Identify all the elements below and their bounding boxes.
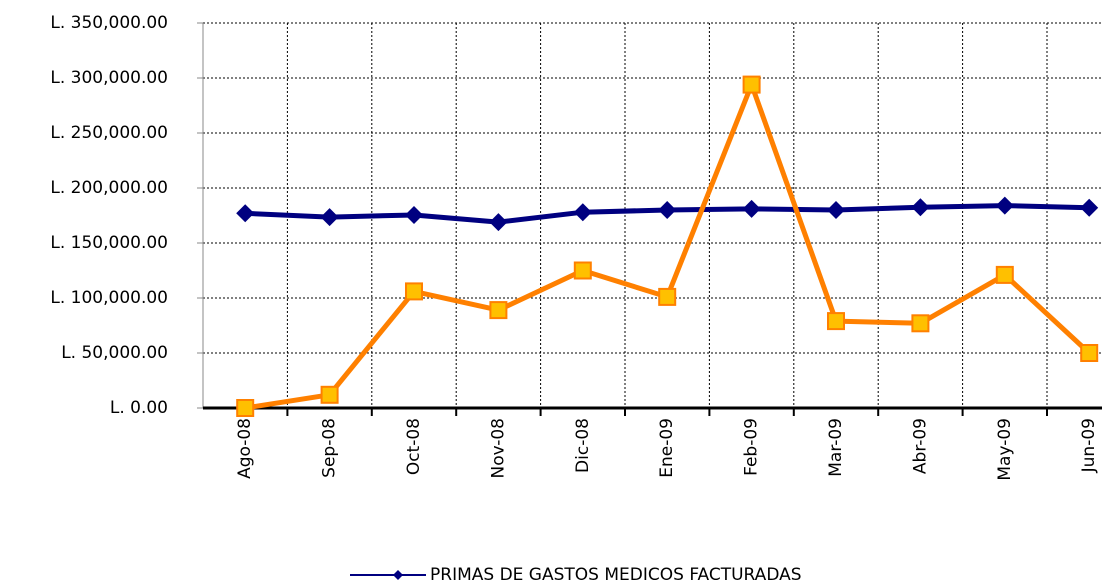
- marker: [827, 201, 845, 219]
- legend-marker: [393, 570, 403, 580]
- marker: [742, 199, 761, 218]
- marker: [658, 201, 677, 219]
- x-tick-label: Ago-08: [235, 418, 255, 479]
- marker: [827, 312, 845, 331]
- marker: [405, 282, 423, 301]
- marker: [489, 301, 508, 320]
- x-tick-label: May-09: [995, 418, 1015, 481]
- marker: [320, 385, 339, 404]
- x-tick-label: Jun-09: [1079, 418, 1099, 473]
- y-tick-label: L. 350,000.00: [50, 13, 168, 33]
- marker: [236, 399, 255, 417]
- marker: [573, 261, 592, 280]
- legend-label: PRIMAS DE GASTOS MEDICOS FACTURADAS: [430, 565, 802, 585]
- marker: [236, 204, 255, 223]
- x-tick-label: Ene-09: [657, 418, 677, 478]
- marker: [320, 208, 339, 227]
- x-tick-label: Sep-08: [320, 418, 340, 478]
- marker: [489, 213, 508, 232]
- y-tick-label: L. 100,000.00: [50, 288, 168, 308]
- x-tick-label: Oct-08: [404, 418, 424, 475]
- marker: [742, 75, 761, 94]
- x-tick-label: Dic-08: [573, 418, 593, 473]
- marker: [1080, 344, 1099, 362]
- x-tick-label: Mar-09: [826, 418, 846, 477]
- y-tick-label: L. 300,000.00: [50, 68, 168, 88]
- marker: [573, 203, 592, 222]
- marker: [658, 287, 677, 306]
- y-tick-label: L. 200,000.00: [50, 178, 168, 198]
- marker: [405, 205, 423, 224]
- marker: [995, 265, 1014, 284]
- marker: [1080, 198, 1099, 217]
- x-tick-label: Abr-09: [910, 418, 930, 474]
- x-tick-label: Nov-08: [488, 418, 508, 479]
- y-tick-label: L. 50,000.00: [61, 343, 168, 363]
- marker: [911, 314, 930, 333]
- y-tick-label: L. 0.00: [110, 398, 168, 418]
- marker: [911, 198, 930, 217]
- y-tick-label: L. 250,000.00: [50, 123, 168, 143]
- x-tick-label: Feb-09: [742, 418, 762, 476]
- marker: [995, 196, 1014, 215]
- y-tick-label: L. 150,000.00: [50, 233, 168, 253]
